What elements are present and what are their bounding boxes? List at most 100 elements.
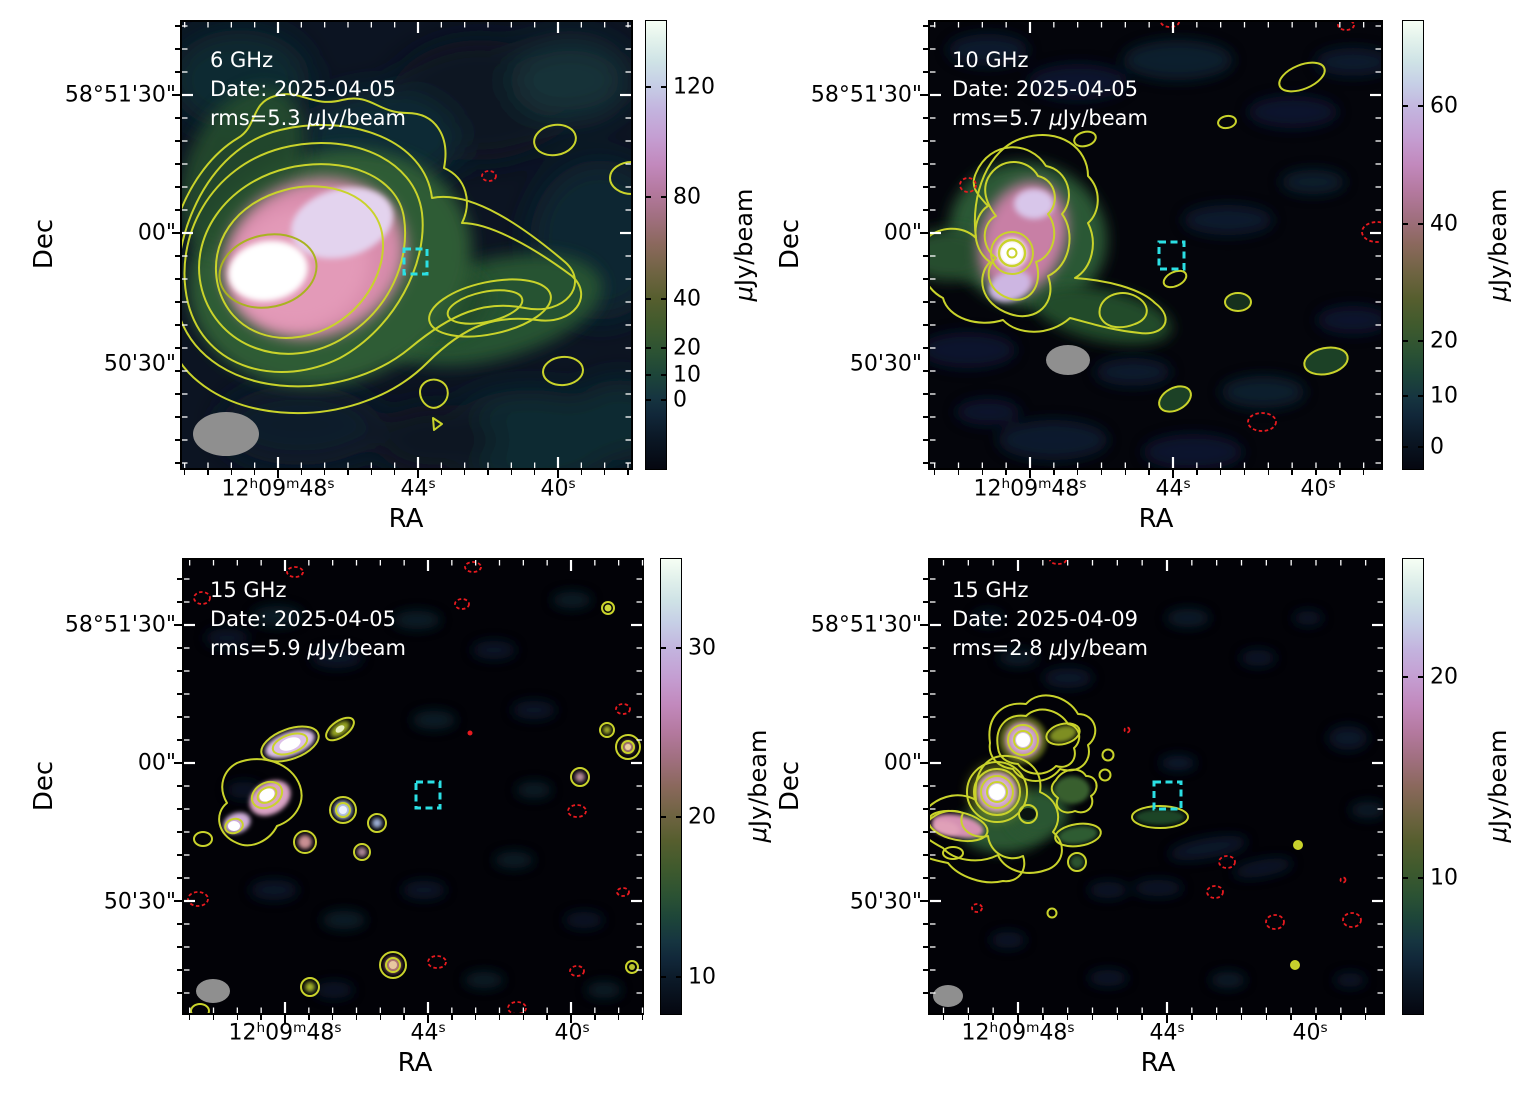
freq-label: 15 GHz <box>210 578 287 602</box>
outer-tick <box>175 439 180 441</box>
colorbar-10ghz: 60 40 20 10 0 <box>1402 20 1458 470</box>
target-aperture-box <box>1157 240 1186 271</box>
positive-contours <box>928 694 1303 970</box>
outer-tick <box>175 140 180 142</box>
axis-ticks <box>930 560 1383 1013</box>
background-mottling <box>928 34 1383 470</box>
outer-tick <box>1196 470 1198 475</box>
colorbar-tick: 0 <box>1430 434 1444 460</box>
positive-contours <box>180 93 633 431</box>
date-label: Date: 2025-04-09 <box>952 607 1138 631</box>
outer-tick <box>923 347 928 349</box>
outer-tick <box>1291 470 1293 475</box>
outer-tick <box>175 255 180 257</box>
dec-axis-label: Dec <box>775 218 805 270</box>
colorbar-tick: 20 <box>673 335 701 361</box>
outer-tick <box>942 1015 945 1020</box>
outer-tick <box>923 831 928 833</box>
outer-tick <box>923 992 928 994</box>
rms-label: rms=5.3 μJy/beam <box>210 106 406 130</box>
freq-label: 15 GHz <box>952 578 1029 602</box>
outer-tick <box>1017 1015 1019 1023</box>
outer-tick <box>510 470 513 475</box>
outer-tick <box>212 1015 215 1020</box>
outer-tick <box>177 739 182 741</box>
outer-tick <box>1042 1015 1044 1020</box>
outer-tick <box>1339 470 1341 475</box>
outer-tick <box>177 578 182 580</box>
dec-tick-label: 00" <box>137 750 176 776</box>
outer-tick <box>923 785 928 787</box>
outer-tick <box>933 470 936 475</box>
outer-tick <box>923 670 928 672</box>
outer-tick <box>1066 1015 1069 1020</box>
outer-tick <box>379 1015 382 1020</box>
outer-tick <box>1267 470 1270 475</box>
colorbar-unit-label: μJy/beam <box>1484 188 1512 302</box>
colorbar-tick: 20 <box>1430 664 1458 690</box>
colorbar-tick: 40 <box>1430 211 1458 237</box>
outer-tick <box>300 470 303 475</box>
outer-tick <box>603 470 606 475</box>
outer-tick <box>923 739 928 741</box>
outer-tick <box>1315 1015 1317 1020</box>
outer-tick <box>1029 470 1031 478</box>
rms-label: rms=2.8 μJy/beam <box>952 636 1148 660</box>
outer-tick <box>594 1015 596 1020</box>
outer-tick <box>923 186 928 188</box>
outer-tick <box>177 785 182 787</box>
outer-tick <box>393 470 396 475</box>
rms-label: rms=5.9 μJy/beam <box>210 636 406 660</box>
target-aperture-box <box>1152 780 1183 811</box>
outer-tick <box>920 94 928 96</box>
outer-tick <box>451 1015 453 1020</box>
target-aperture-box <box>414 780 442 810</box>
axis-ticks <box>182 22 631 468</box>
outer-tick <box>920 762 928 764</box>
panel-annotation-6ghz: 6 GHz Date: 2025-04-05 rms=5.3 μJy/beam <box>210 46 406 133</box>
outer-tick <box>175 462 180 464</box>
outer-tick <box>570 1015 572 1023</box>
panel-annotation-15ghz-epoch1: 15 GHz Date: 2025-04-05 rms=5.9 μJy/beam <box>210 576 406 663</box>
outer-tick <box>370 470 373 475</box>
ra-tick-label: 12h09m48s <box>961 1020 1075 1046</box>
ra-tick-label: 44s <box>410 1020 446 1046</box>
ra-tick-label: 12h09m48s <box>221 476 335 502</box>
outer-tick <box>923 324 928 326</box>
colorbar-tick: 80 <box>673 184 701 210</box>
outer-tick <box>417 470 419 478</box>
beam-ellipse <box>1046 345 1090 375</box>
outer-tick <box>177 877 182 879</box>
outer-tick <box>923 808 928 810</box>
outer-tick <box>355 1015 358 1020</box>
dec-tick-label: 50'30" <box>103 889 176 915</box>
ra-tick-label: 44s <box>1155 476 1191 502</box>
outer-tick <box>923 439 928 441</box>
outer-tick <box>498 1015 501 1020</box>
diffuse-emission <box>932 716 1185 869</box>
ra-axis-label: RA <box>397 1048 433 1078</box>
colorbar-tick: 10 <box>688 964 716 990</box>
panel-annotation-15ghz-epoch2: 15 GHz Date: 2025-04-09 rms=2.8 μJy/beam <box>952 576 1148 663</box>
date-label: Date: 2025-04-05 <box>210 77 396 101</box>
outer-tick <box>923 209 928 211</box>
dec-tick-label: 00" <box>883 220 922 246</box>
outer-tick <box>188 1015 191 1020</box>
outer-tick <box>347 470 349 475</box>
outer-tick <box>923 255 928 257</box>
colorbar-tick: 30 <box>688 635 716 661</box>
outer-tick <box>1116 1015 1119 1020</box>
outer-tick <box>175 416 180 418</box>
date-label: Date: 2025-04-05 <box>210 607 396 631</box>
outer-tick <box>277 470 279 478</box>
outer-tick <box>207 470 209 475</box>
background-mottling <box>205 592 622 998</box>
outer-tick <box>923 393 928 395</box>
outer-tick <box>627 470 629 475</box>
outer-tick <box>923 71 928 73</box>
colorbar-unit-label: μJy/beam <box>744 729 772 843</box>
outer-tick <box>474 1015 477 1020</box>
outer-tick <box>967 1015 970 1020</box>
dec-tick-label: 00" <box>883 750 922 776</box>
outer-tick <box>1053 470 1055 475</box>
